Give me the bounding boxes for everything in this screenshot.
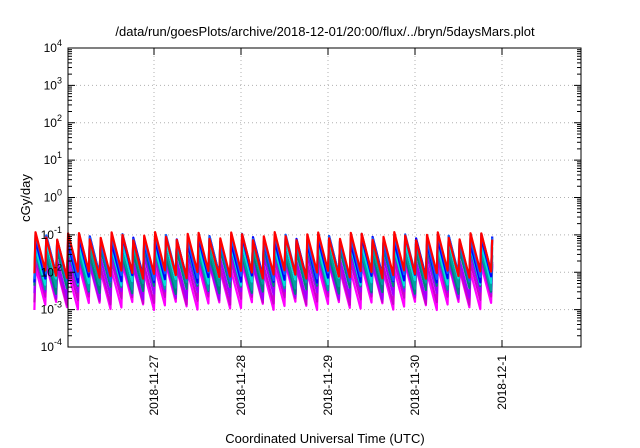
series-line xyxy=(33,231,494,280)
x-tick-label: 2018-11-28 xyxy=(234,355,248,416)
y-tick-label: 100 xyxy=(44,188,62,205)
x-axis-label: Coordinated Universal Time (UTC) xyxy=(225,431,424,446)
y-tick-label: 104 xyxy=(44,38,62,55)
y-tick-label: 10-2 xyxy=(41,262,62,279)
chart-title: /data/run/goesPlots/archive/2018-12-01/2… xyxy=(115,24,535,39)
y-tick-label: 10-4 xyxy=(41,337,62,354)
y-axis: 10-4 10-3 10-2 10-1 100 101 102 103 104 xyxy=(41,38,581,354)
y-tick-label: 102 xyxy=(44,113,62,130)
x-tick-label: 2018-12-1 xyxy=(495,355,509,410)
y-tick-label: 10-3 xyxy=(41,300,62,317)
y-axis-label: cGy/day xyxy=(18,174,33,222)
x-tick-label: 2018-11-30 xyxy=(408,355,422,416)
grid xyxy=(68,48,581,347)
y-tick-label: 10-1 xyxy=(41,225,62,242)
x-tick-label: 2018-11-27 xyxy=(147,355,161,416)
x-tick-label: 2018-11-29 xyxy=(321,355,335,416)
y-tick-label: 103 xyxy=(44,75,62,92)
series-group xyxy=(33,231,494,312)
x-axis: 2018-11-27 2018-11-28 2018-11-29 2018-11-30… xyxy=(147,48,509,416)
y-tick-label: 101 xyxy=(44,150,62,167)
